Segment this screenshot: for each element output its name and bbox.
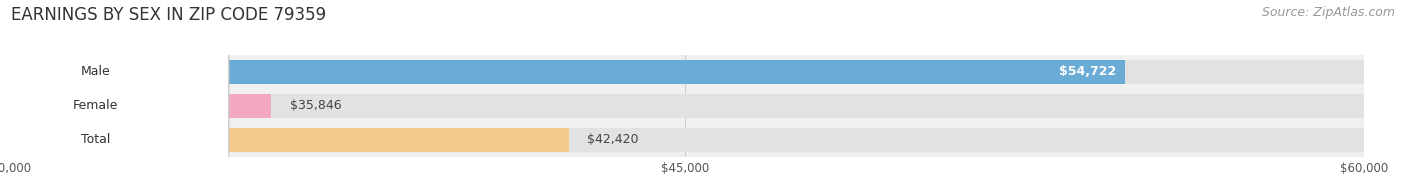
Text: Source: ZipAtlas.com: Source: ZipAtlas.com — [1261, 6, 1395, 19]
Text: $54,722: $54,722 — [1059, 65, 1116, 78]
FancyBboxPatch shape — [0, 0, 229, 196]
Bar — [7, 94, 271, 118]
Bar — [7, 55, 1364, 89]
Bar — [7, 123, 1364, 157]
Bar — [7, 60, 1125, 84]
Text: $42,420: $42,420 — [586, 133, 638, 146]
Bar — [7, 128, 569, 152]
Text: Female: Female — [73, 99, 118, 112]
FancyBboxPatch shape — [0, 0, 229, 196]
Bar — [7, 128, 1364, 152]
Text: Total: Total — [80, 133, 110, 146]
Text: $35,846: $35,846 — [290, 99, 342, 112]
FancyBboxPatch shape — [0, 0, 229, 196]
Bar — [7, 60, 1364, 84]
Bar — [7, 89, 1364, 123]
Bar — [7, 94, 1364, 118]
Text: EARNINGS BY SEX IN ZIP CODE 79359: EARNINGS BY SEX IN ZIP CODE 79359 — [11, 6, 326, 24]
Text: Male: Male — [80, 65, 110, 78]
